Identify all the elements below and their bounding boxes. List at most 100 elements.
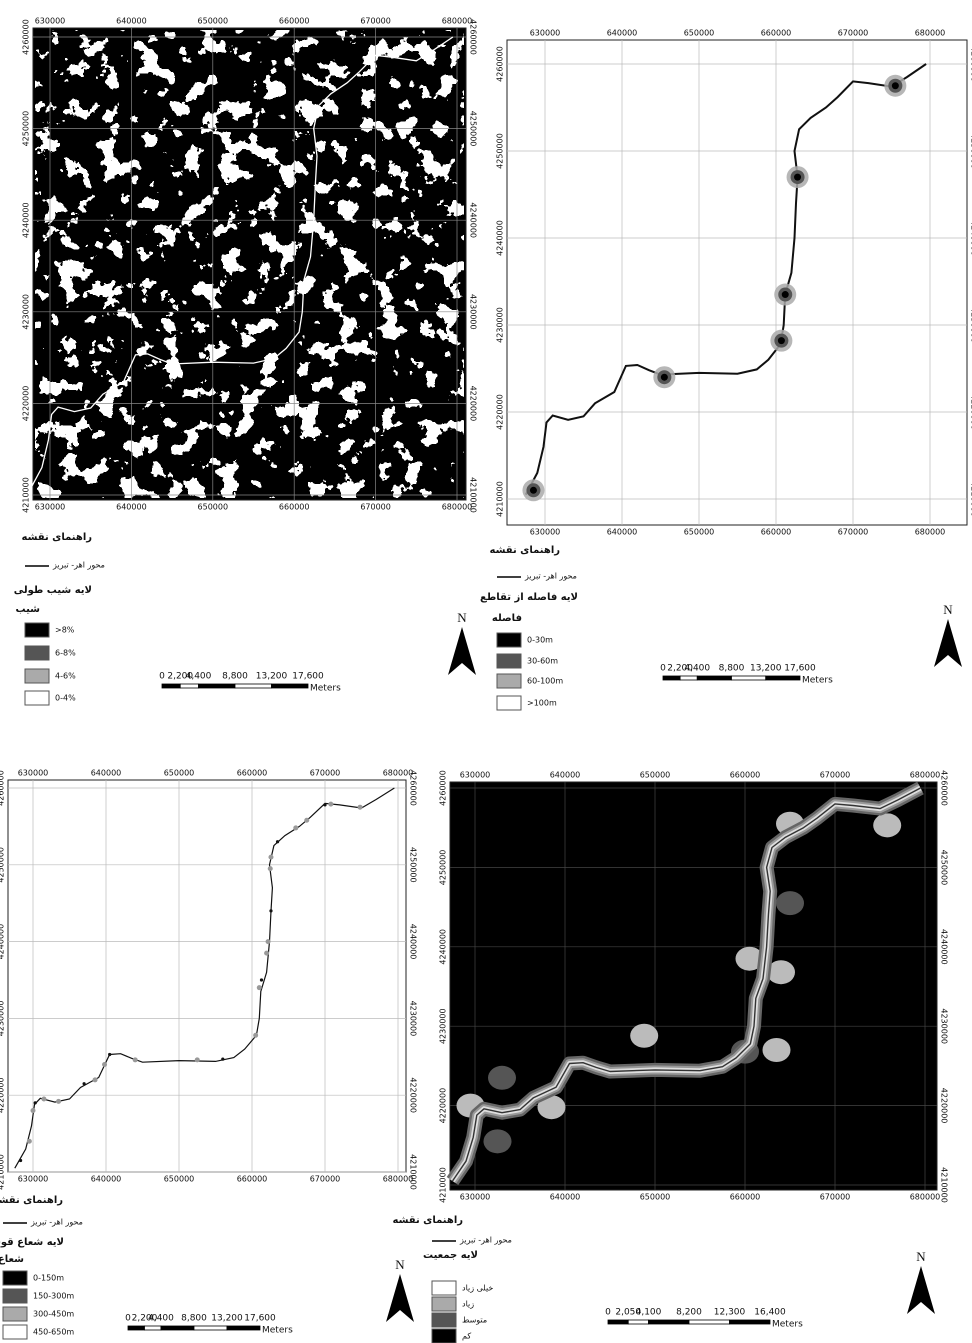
x-tick-label: 640000 bbox=[607, 528, 638, 537]
population-zone bbox=[630, 1024, 658, 1048]
scale-label: 12,300 bbox=[714, 1308, 746, 1318]
scale-segment bbox=[194, 1326, 227, 1330]
legend-label: 0-150m bbox=[33, 1274, 64, 1283]
legend-swatch bbox=[497, 633, 521, 647]
buffer-inner bbox=[778, 337, 785, 344]
curve-point bbox=[276, 840, 279, 843]
legend-label: کم bbox=[462, 1332, 471, 1341]
scale-unit: Meters bbox=[310, 684, 341, 694]
legend-label: >100m bbox=[527, 699, 557, 708]
y-tick-label: 4230000 bbox=[439, 1008, 448, 1044]
legend-label: 6-8% bbox=[55, 649, 76, 658]
scale-label: 0 bbox=[125, 1314, 131, 1324]
scale-segment bbox=[180, 684, 198, 688]
map-panel: 6300006300006400006400006500006500006600… bbox=[393, 770, 949, 1343]
x-tick-label: 670000 bbox=[360, 503, 391, 512]
north-arrow bbox=[386, 1274, 414, 1322]
y-tick-label: 4250000 bbox=[0, 847, 6, 883]
x-tick-label: 660000 bbox=[279, 503, 310, 512]
buffer-inner bbox=[892, 82, 899, 89]
curve-point bbox=[260, 978, 263, 981]
legend-label: 60-100m bbox=[527, 677, 563, 686]
legend-swatch bbox=[497, 696, 521, 710]
x-tick-label: 660000 bbox=[761, 528, 792, 537]
legend-label: 450-650m bbox=[33, 1328, 74, 1337]
y-tick-label: 4240000 bbox=[469, 202, 478, 238]
north-label: N bbox=[916, 1249, 926, 1264]
curve-point bbox=[27, 1139, 32, 1144]
scale-segment bbox=[145, 1326, 162, 1330]
y-tick-label: 4240000 bbox=[496, 220, 505, 256]
legend-swatch bbox=[25, 646, 49, 660]
y-tick-label: 4250000 bbox=[496, 133, 505, 169]
population-zone bbox=[763, 1038, 791, 1062]
y-tick-label: 4240000 bbox=[439, 929, 448, 965]
curve-point bbox=[293, 825, 298, 830]
field-title: شیب bbox=[15, 604, 40, 615]
y-tick-label: 4250000 bbox=[469, 111, 478, 147]
scale-segment bbox=[161, 1326, 194, 1330]
y-tick-label: 4230000 bbox=[940, 1008, 949, 1044]
x-tick-label: 640000 bbox=[607, 29, 638, 38]
x-tick-label: 670000 bbox=[360, 17, 391, 26]
curve-point bbox=[93, 1077, 98, 1082]
scale-segment bbox=[227, 1326, 260, 1330]
y-tick-label: 4230000 bbox=[409, 1001, 418, 1037]
layer-title: لایه جمعیت bbox=[423, 1250, 478, 1261]
scale-label: 4,400 bbox=[148, 1314, 174, 1324]
scale-label: 0 bbox=[605, 1308, 611, 1318]
y-tick-label: 4220000 bbox=[439, 1088, 448, 1124]
x-tick-label: 650000 bbox=[198, 17, 229, 26]
y-tick-label: 4250000 bbox=[22, 111, 31, 147]
y-tick-label: 4210000 bbox=[940, 1167, 949, 1203]
scale-unit: Meters bbox=[262, 1326, 293, 1336]
x-tick-label: 670000 bbox=[820, 771, 851, 780]
x-tick-label: 680000 bbox=[442, 17, 473, 26]
legend-swatch bbox=[25, 669, 49, 683]
scale-segment bbox=[128, 1326, 145, 1330]
buffer-inner bbox=[530, 487, 537, 494]
legend-label: 30-60m bbox=[527, 657, 558, 666]
y-tick-label: 4220000 bbox=[496, 394, 505, 430]
scale-segment bbox=[766, 676, 800, 680]
x-tick-label: 650000 bbox=[164, 1175, 195, 1184]
legend-swatch bbox=[432, 1281, 456, 1295]
y-tick-label: 4210000 bbox=[496, 481, 505, 517]
legend-swatch bbox=[432, 1297, 456, 1311]
field-title: شعاع bbox=[0, 1254, 24, 1265]
legend-title: راهنمای نقشه bbox=[0, 1195, 63, 1206]
layer-title: لایه شیب طولی bbox=[14, 585, 92, 596]
y-tick-label: 4220000 bbox=[0, 1077, 6, 1113]
curve-point bbox=[268, 866, 273, 871]
scale-unit: Meters bbox=[802, 676, 833, 686]
layer-title: لایه فاصله از تقاطع bbox=[480, 592, 578, 603]
y-tick-label: 4240000 bbox=[409, 924, 418, 960]
x-tick-label: 640000 bbox=[91, 769, 122, 778]
slope-raster bbox=[35, 30, 464, 498]
scale-label: 8,800 bbox=[181, 1314, 207, 1324]
y-tick-label: 4230000 bbox=[22, 294, 31, 330]
y-tick-label: 4240000 bbox=[940, 929, 949, 965]
figure: 630000 630000 640000 640000 650000 650000 6600… bbox=[0, 0, 972, 1343]
legend-label: خیلی زیاد bbox=[462, 1284, 493, 1293]
scale-label: 0 bbox=[660, 664, 666, 674]
x-tick-label: 630000 bbox=[530, 29, 561, 38]
population-zone bbox=[873, 813, 901, 837]
scale-label: 13,200 bbox=[750, 664, 782, 674]
y-tick-label: 4210000 bbox=[409, 1154, 418, 1190]
y-tick-label: 4250000 bbox=[439, 850, 448, 886]
buffer-inner bbox=[794, 174, 801, 181]
population-zone bbox=[776, 891, 804, 915]
scale-label: 8,800 bbox=[719, 664, 745, 674]
x-tick-label: 640000 bbox=[91, 1175, 122, 1184]
scale-segment bbox=[732, 676, 766, 680]
y-tick-label: 4230000 bbox=[469, 294, 478, 330]
map-background bbox=[507, 40, 967, 525]
legend-swatch bbox=[497, 674, 521, 688]
x-tick-label: 630000 bbox=[35, 17, 66, 26]
curve-point bbox=[221, 1058, 224, 1061]
map-panel: 6300006300006400006400006500006500006600… bbox=[14, 17, 478, 706]
scale-segment bbox=[272, 684, 309, 688]
legend-label: 0-4% bbox=[55, 694, 76, 703]
map-panel: 6300006300006400006400006500006500006600… bbox=[0, 769, 418, 1340]
